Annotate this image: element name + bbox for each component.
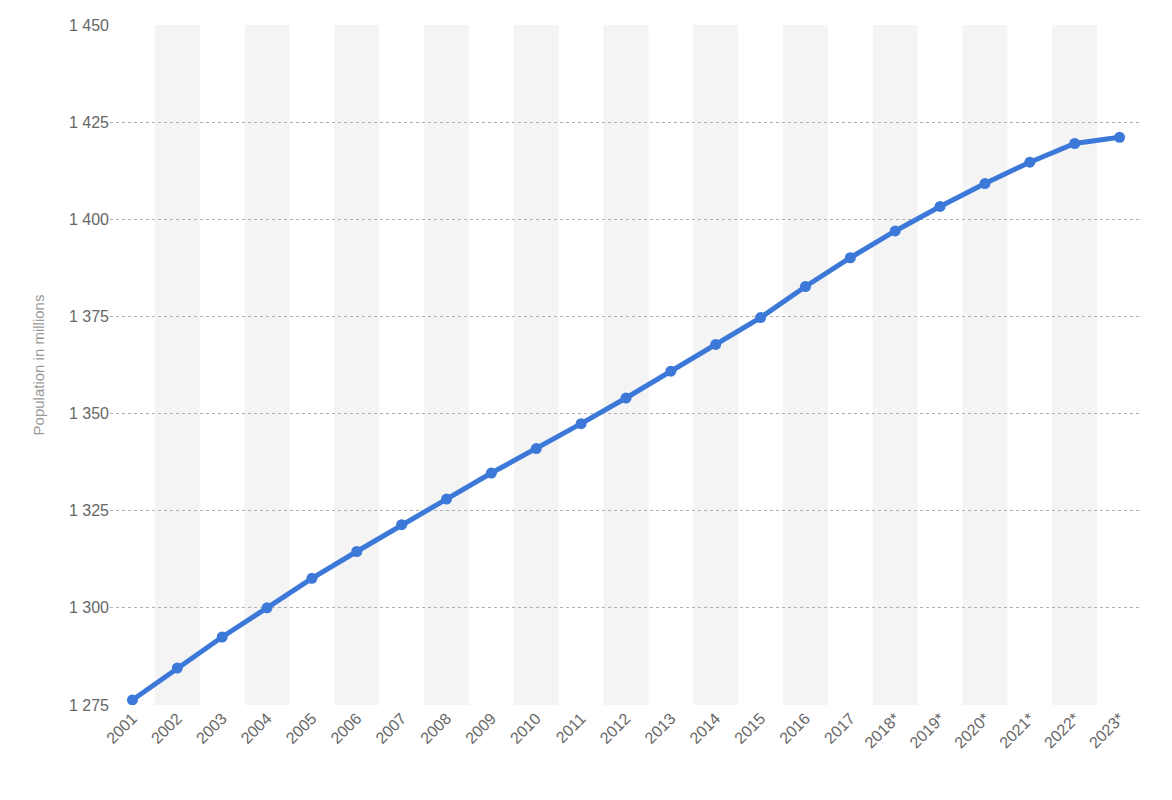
svg-text:2023*: 2023* [1086,710,1128,752]
svg-text:1 400: 1 400 [69,211,109,228]
svg-text:2017: 2017 [821,710,858,747]
svg-text:2011: 2011 [553,710,589,746]
svg-text:Population in millions: Population in millions [30,295,47,436]
svg-text:2009: 2009 [462,710,499,747]
svg-text:2014: 2014 [686,710,723,747]
svg-text:2001: 2001 [103,710,140,747]
svg-text:1 325: 1 325 [69,502,109,519]
svg-text:2021*: 2021* [996,710,1038,752]
svg-text:1 375: 1 375 [69,308,109,325]
svg-text:2005: 2005 [282,710,319,747]
svg-text:1 350: 1 350 [69,405,109,422]
svg-text:2022*: 2022* [1041,710,1083,752]
svg-text:2015: 2015 [731,710,768,747]
svg-text:2012: 2012 [597,710,634,747]
svg-text:2007: 2007 [372,710,409,747]
svg-text:2003: 2003 [193,710,230,747]
svg-text:2010: 2010 [507,710,544,747]
svg-text:2020*: 2020* [951,710,993,752]
svg-text:1 275: 1 275 [69,697,109,714]
svg-text:2016: 2016 [776,710,813,747]
svg-text:2019*: 2019* [906,710,948,752]
svg-text:1 450: 1 450 [69,17,109,34]
svg-text:2004: 2004 [238,710,275,747]
svg-text:2013: 2013 [641,710,678,747]
svg-text:1 425: 1 425 [69,114,109,131]
svg-text:2002: 2002 [148,710,185,747]
svg-text:2006: 2006 [327,710,364,747]
svg-text:2008: 2008 [417,710,454,747]
svg-text:1 300: 1 300 [69,599,109,616]
svg-text:2018*: 2018* [861,710,903,752]
